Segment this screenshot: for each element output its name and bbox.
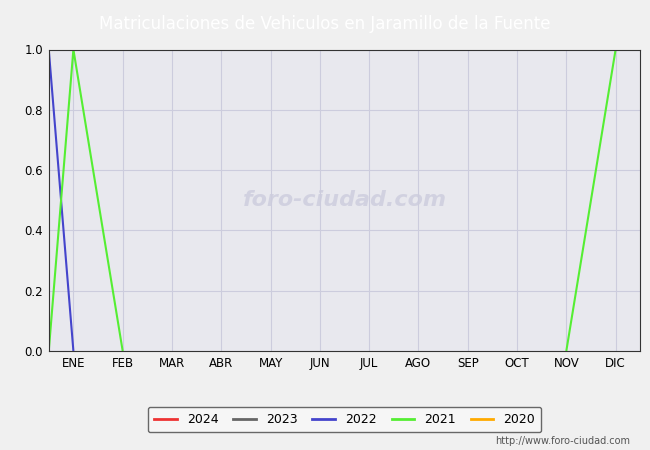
Text: Matriculaciones de Vehiculos en Jaramillo de la Fuente: Matriculaciones de Vehiculos en Jaramill… xyxy=(99,14,551,33)
Text: http://www.foro-ciudad.com: http://www.foro-ciudad.com xyxy=(495,436,630,446)
Text: foro-ciudad.com: foro-ciudad.com xyxy=(242,190,447,210)
Legend: 2024, 2023, 2022, 2021, 2020: 2024, 2023, 2022, 2021, 2020 xyxy=(148,407,541,432)
